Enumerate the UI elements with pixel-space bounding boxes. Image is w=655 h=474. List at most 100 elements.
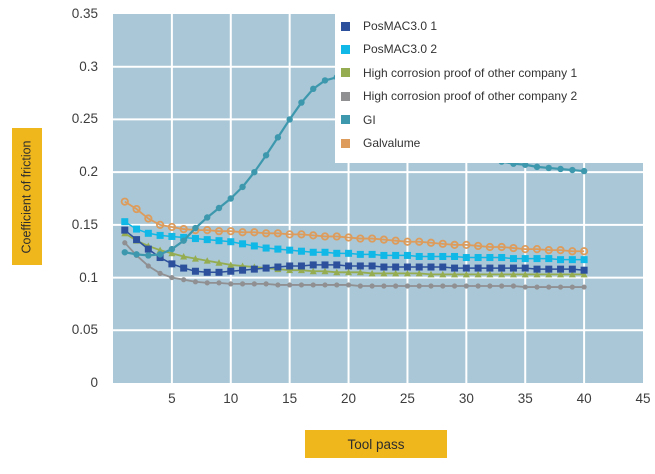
data-point [345, 268, 353, 276]
data-point [298, 282, 305, 288]
data-point [310, 85, 317, 93]
data-point [285, 230, 294, 239]
data-point [439, 263, 447, 271]
data-point [203, 268, 211, 276]
data-point [581, 284, 587, 290]
data-point [333, 261, 341, 269]
y-tick-label: 0.1 [79, 269, 98, 285]
data-point [345, 249, 353, 257]
data-point [557, 284, 564, 290]
data-point [356, 262, 364, 270]
data-point [262, 229, 271, 238]
data-point [391, 236, 400, 245]
data-point [545, 164, 552, 172]
data-point [498, 264, 506, 272]
data-point [286, 266, 294, 274]
data-point [227, 261, 235, 268]
data-point [521, 255, 529, 263]
x-tick-label: 25 [399, 391, 415, 406]
data-point [451, 264, 459, 272]
data-point [179, 224, 188, 234]
data-point [309, 261, 317, 269]
data-point [580, 270, 588, 278]
data-point [169, 274, 175, 281]
data-point [439, 270, 447, 278]
data-point [544, 246, 553, 255]
data-point [532, 245, 542, 254]
data-point [180, 237, 187, 244]
data-point [533, 270, 541, 278]
data-point [392, 269, 400, 277]
legend-item: High corrosion proof of other company 1 [341, 65, 577, 81]
data-point [462, 254, 470, 262]
data-point [297, 262, 305, 270]
data-point [521, 270, 529, 278]
data-point [145, 263, 151, 269]
data-point [474, 241, 483, 251]
data-point [345, 282, 352, 288]
legend-item: PosMAC3.0 1 [341, 18, 437, 34]
data-point [509, 270, 517, 278]
data-point [239, 266, 247, 274]
y-tick-label: 0 [90, 375, 98, 390]
data-point [357, 283, 363, 289]
data-point [521, 264, 529, 272]
data-point [580, 247, 589, 256]
data-point [545, 270, 553, 278]
x-tick-label: 10 [223, 391, 239, 406]
y-axis-title-box: Coefficient of friction [12, 128, 42, 265]
data-point [557, 270, 565, 278]
data-point [191, 267, 199, 275]
data-point [486, 254, 494, 262]
data-point [320, 232, 330, 241]
data-point [238, 228, 247, 237]
series-3 [122, 240, 587, 290]
data-point [321, 77, 329, 84]
data-point [463, 283, 469, 289]
data-point [167, 222, 176, 232]
data-point [557, 265, 565, 273]
data-point [333, 268, 341, 276]
data-point [309, 231, 318, 240]
data-point [273, 229, 282, 238]
data-point [133, 236, 141, 244]
data-point [322, 282, 328, 288]
y-tick-label: 0.35 [71, 6, 98, 21]
data-point [132, 204, 141, 214]
data-point [533, 163, 541, 171]
data-point [192, 224, 199, 232]
data-point [156, 220, 165, 229]
data-point [475, 283, 481, 289]
data-point [380, 269, 388, 277]
data-point [522, 284, 528, 290]
legend-label: GI [363, 112, 376, 127]
data-point [392, 251, 400, 259]
legend-item: Galvalume [341, 135, 420, 151]
data-point [546, 284, 552, 290]
data-point [369, 283, 375, 289]
data-point [439, 252, 447, 260]
legend-label: Galvalume [363, 136, 421, 150]
data-point [180, 264, 188, 272]
legend-label: PosMAC3.0 1 [363, 19, 438, 33]
data-point [509, 243, 518, 253]
data-point [239, 281, 246, 287]
data-point [368, 262, 376, 270]
data-point [157, 270, 163, 276]
legend-swatch [341, 115, 350, 125]
data-point [156, 231, 164, 239]
data-point [215, 204, 223, 212]
data-point [568, 256, 576, 264]
data-point [427, 263, 435, 271]
y-tick-label: 0.25 [71, 111, 98, 127]
data-point [415, 237, 424, 246]
data-point [368, 269, 376, 277]
data-point [462, 270, 470, 278]
data-point [462, 264, 470, 272]
data-point [168, 245, 176, 253]
data-point [533, 265, 541, 273]
data-point [203, 257, 211, 264]
data-point [122, 240, 128, 246]
data-point [287, 282, 293, 288]
data-point [569, 166, 576, 174]
